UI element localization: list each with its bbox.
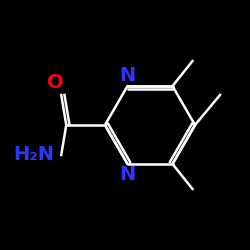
Text: N: N bbox=[120, 66, 136, 85]
Text: N: N bbox=[120, 165, 136, 184]
Text: H₂N: H₂N bbox=[13, 146, 54, 165]
Text: O: O bbox=[47, 74, 63, 92]
